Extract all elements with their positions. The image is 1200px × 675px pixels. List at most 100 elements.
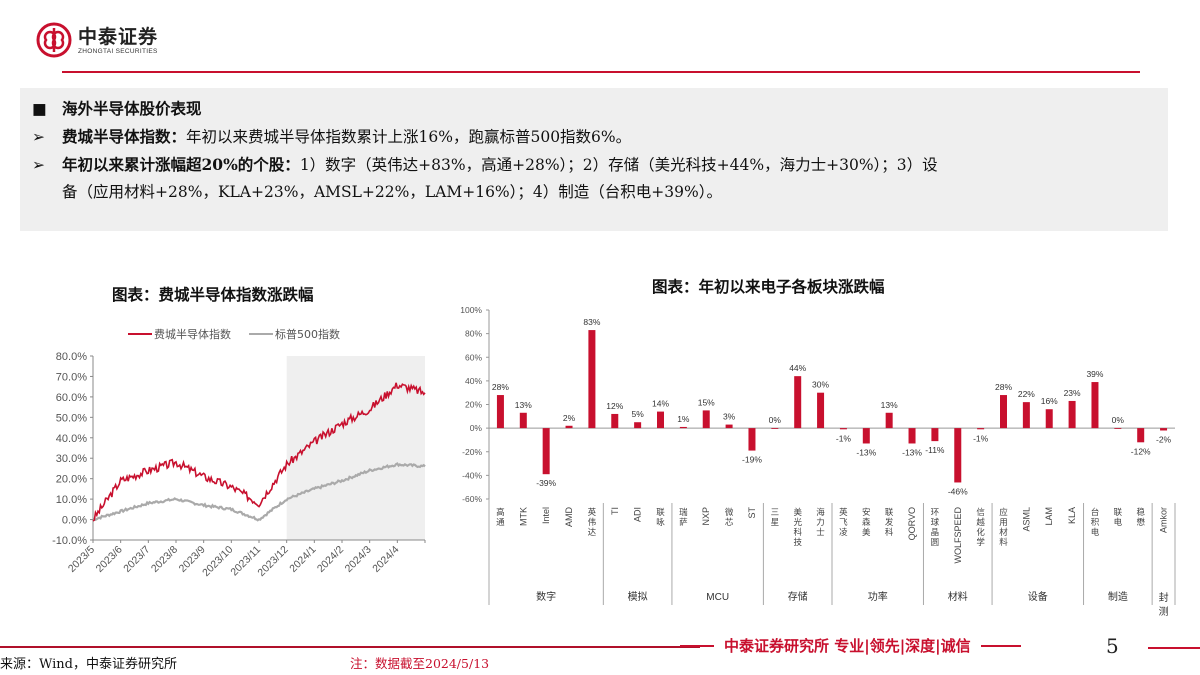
bar bbox=[657, 411, 664, 429]
x-category-label: TI bbox=[610, 507, 620, 515]
x-tick-label: 2024/3 bbox=[343, 544, 374, 575]
bar-chart: 100% 80% 60% 40% 20% 0% -20% -40% -60% 28% 13% -39%… bbox=[460, 305, 1176, 618]
bar bbox=[862, 428, 870, 444]
bar bbox=[634, 422, 642, 429]
x-category-label: 发 bbox=[885, 517, 894, 527]
page-number: 5 bbox=[1106, 634, 1119, 658]
x-category-label: 飞 bbox=[839, 517, 848, 527]
x-category-label: 伟 bbox=[588, 517, 597, 527]
bar-value-label: 0% bbox=[1112, 415, 1125, 425]
highlight-region bbox=[286, 356, 425, 540]
bar bbox=[496, 395, 504, 429]
x-category-label: ADI bbox=[633, 507, 643, 522]
line-chart-legend: 费城半导体指数 标普500指数 bbox=[128, 326, 358, 342]
y-tick-label: 40% bbox=[465, 376, 482, 386]
x-tick-label: 2023/8 bbox=[149, 544, 180, 575]
y-tick-label: 0% bbox=[470, 423, 483, 433]
bar-value-label: -13% bbox=[902, 447, 922, 457]
legend-item-sp500: 标普500指数 bbox=[249, 326, 340, 342]
y-tick-label: -60% bbox=[462, 494, 482, 504]
bar bbox=[771, 428, 779, 429]
bar-value-label: 28% bbox=[492, 382, 509, 392]
bar bbox=[1068, 400, 1076, 429]
x-category-label: 科 bbox=[793, 527, 802, 537]
y-tick-label: 70.0% bbox=[56, 371, 87, 383]
footer-dash-right bbox=[1148, 647, 1200, 649]
y-tick-label: 80.0% bbox=[56, 351, 87, 363]
line-chart-title: 图表：费城半导体指数涨跌幅 bbox=[112, 285, 314, 304]
x-category-label: 英 bbox=[839, 507, 848, 517]
bar-chart-title: 图表：年初以来电子各板块涨跌幅 bbox=[652, 277, 885, 296]
bar-value-label: 14% bbox=[652, 399, 669, 409]
group-label: 设备 bbox=[1028, 590, 1048, 603]
y-tick-label: 40.0% bbox=[56, 433, 87, 445]
x-category-label: NXP bbox=[701, 507, 711, 526]
bar bbox=[817, 392, 825, 429]
x-category-label: AMD bbox=[564, 507, 574, 528]
bar-value-label: 1% bbox=[677, 414, 690, 424]
x-tick-label: 2023/5 bbox=[66, 544, 97, 575]
bar bbox=[588, 330, 596, 429]
x-category-label: 科 bbox=[885, 527, 894, 537]
x-category-label: 萨 bbox=[679, 517, 688, 527]
bar-value-label: -1% bbox=[836, 433, 852, 443]
bar bbox=[794, 376, 802, 429]
x-tick-label: 2024/2 bbox=[315, 544, 346, 575]
x-category-label: 应 bbox=[999, 507, 1008, 517]
x-category-label: WOLFSPEED bbox=[953, 507, 963, 564]
x-category-label: 球 bbox=[931, 517, 940, 527]
bar bbox=[748, 428, 756, 451]
bar-value-label: 28% bbox=[995, 382, 1012, 392]
y-tick-label: 20.0% bbox=[56, 474, 87, 486]
x-category-label: 化 bbox=[976, 527, 985, 537]
x-category-label: 电 bbox=[1114, 517, 1123, 527]
brand-name-en: ZHONGTAI SECURITIES bbox=[78, 47, 158, 55]
y-tick-label: -10.0% bbox=[52, 535, 87, 547]
x-category-label: 稳 bbox=[1136, 507, 1145, 517]
footer-dash-left bbox=[680, 644, 714, 647]
x-category-label: 士 bbox=[816, 527, 825, 537]
group-label: MCU bbox=[706, 592, 729, 603]
bar bbox=[908, 428, 916, 444]
x-category-label: 星 bbox=[771, 517, 780, 527]
x-category-label: KLA bbox=[1067, 507, 1077, 524]
x-category-label: 环 bbox=[931, 507, 940, 517]
bar-value-label: 16% bbox=[1041, 396, 1058, 406]
bar bbox=[611, 413, 619, 429]
summary-bullet-1: ➢ 费城半导体指数：年初以来费城半导体指数累计上涨16%，跑赢标普500指数6%。 bbox=[32, 123, 1156, 151]
bar-value-label: -39% bbox=[536, 478, 556, 488]
bar bbox=[1091, 382, 1099, 429]
x-category-label: ASML bbox=[1021, 507, 1031, 532]
x-category-label: 技 bbox=[793, 537, 802, 547]
source-note: 来源：Wind，中泰证券研究所 bbox=[0, 657, 177, 672]
bar bbox=[977, 428, 985, 430]
x-category-label: 力 bbox=[816, 517, 825, 527]
y-tick-label: 0.0% bbox=[62, 515, 87, 527]
x-category-label: 达 bbox=[588, 527, 597, 537]
bar-value-label: 0% bbox=[769, 415, 782, 425]
legend-swatch-gray bbox=[249, 333, 273, 335]
bar bbox=[725, 424, 733, 429]
y-tick-label: 30.0% bbox=[56, 453, 87, 465]
x-category-label: 联 bbox=[656, 507, 665, 517]
footer-slogan: 中泰证券研究所 专业|领先|深度|诚信 bbox=[724, 637, 971, 655]
bar bbox=[679, 426, 687, 429]
x-category-label: 用 bbox=[999, 517, 1008, 527]
bar-value-label: 2% bbox=[563, 413, 576, 423]
x-category-label: 森 bbox=[862, 517, 871, 527]
bar-value-label: 13% bbox=[881, 400, 898, 410]
bar-value-label: 13% bbox=[515, 400, 532, 410]
bar-value-label: 3% bbox=[723, 412, 736, 422]
group-label: 材料 bbox=[948, 590, 968, 603]
x-category-label: 电 bbox=[1091, 527, 1100, 537]
group-label: 数字 bbox=[536, 590, 556, 603]
bar bbox=[931, 428, 939, 442]
header-divider bbox=[62, 71, 1140, 73]
x-category-label: 晶 bbox=[931, 527, 940, 537]
x-category-label: QORVO bbox=[907, 507, 917, 540]
x-tick-label: 2024/4 bbox=[370, 544, 401, 575]
x-category-label: Intel bbox=[541, 507, 551, 524]
bar bbox=[1045, 409, 1053, 429]
summary-bullet-2-cont: 备（应用材料+28%，KLA+23%，AMSL+22%，LAM+16%）；4）制… bbox=[62, 183, 722, 201]
x-category-label: 三 bbox=[771, 507, 780, 517]
